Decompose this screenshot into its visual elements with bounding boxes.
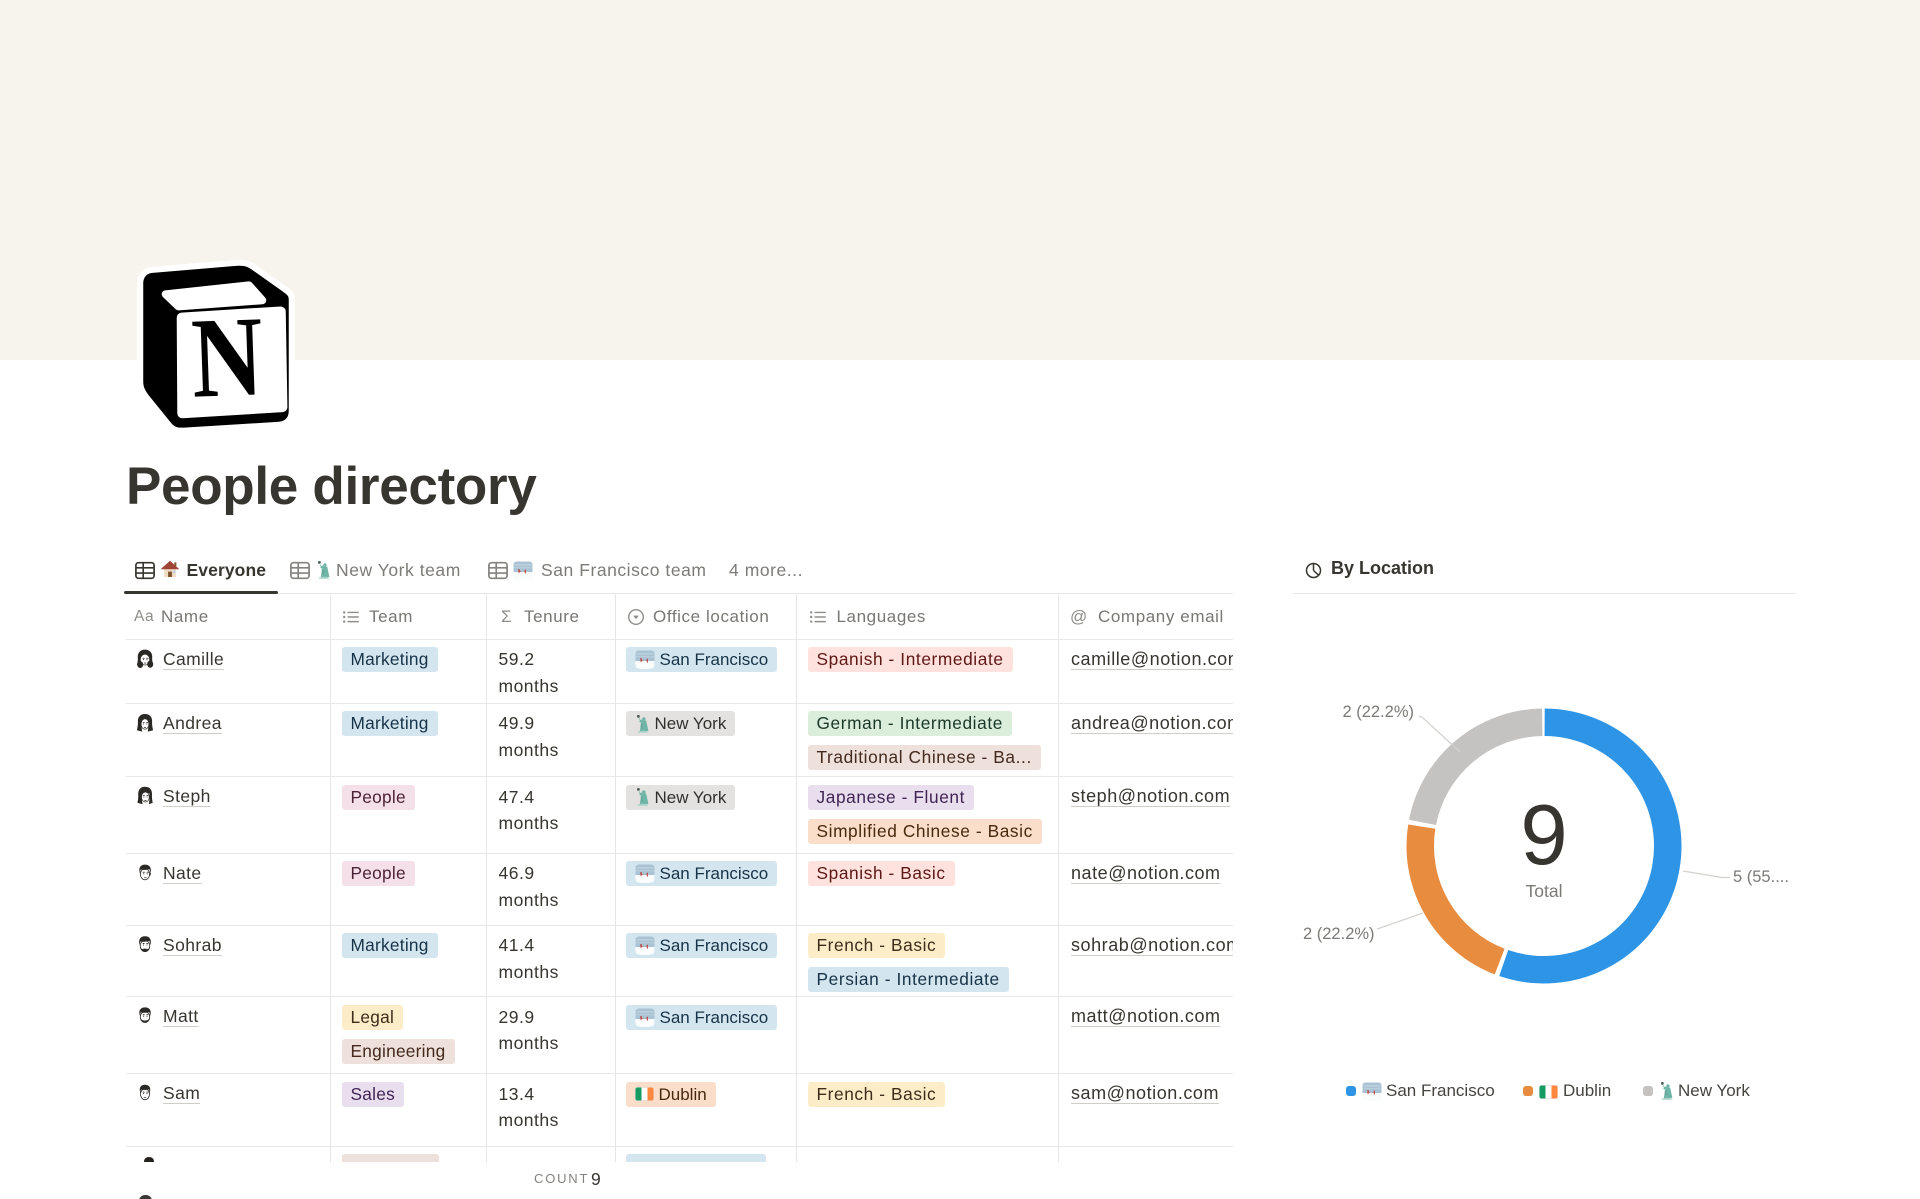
svg-text:N: N [189,292,265,421]
